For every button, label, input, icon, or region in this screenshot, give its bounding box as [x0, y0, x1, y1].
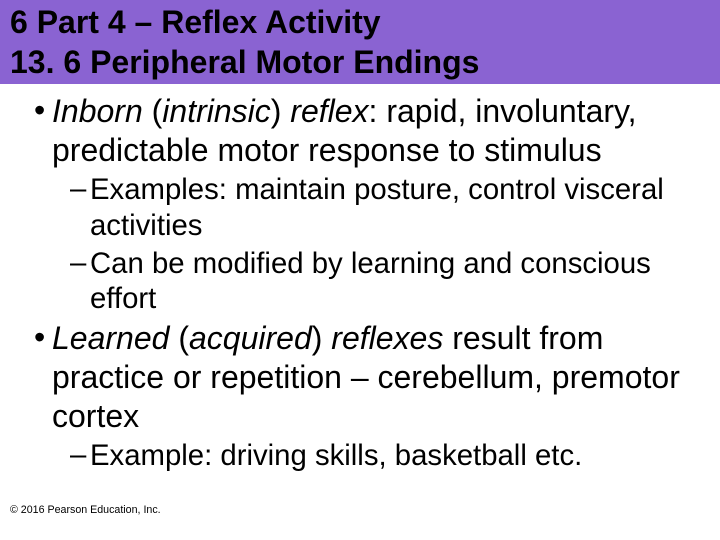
text-run: Examples: maintain posture, control visc…	[90, 173, 664, 242]
title-bar: 6 Part 4 – Reflex Activity 13. 6 Periphe…	[0, 0, 720, 84]
text-run: Example: driving skills, basketball etc.	[90, 439, 582, 472]
text-run: (	[169, 320, 189, 356]
text-run: (	[143, 93, 163, 129]
bullet-marker: –	[70, 438, 90, 472]
copyright-text: © 2016 Pearson Education, Inc.	[10, 504, 161, 516]
title-line-2: 13. 6 Peripheral Motor Endings	[10, 42, 712, 82]
text-run: reflex	[290, 93, 368, 129]
bullet-level-2: –Examples: maintain posture, control vis…	[70, 172, 702, 244]
bullet-text: Can be modified by learning and consciou…	[90, 246, 702, 318]
text-run: intrinsic	[162, 93, 270, 129]
bullet-marker: •	[34, 92, 52, 129]
content-area: •Inborn (intrinsic) reflex: rapid, invol…	[0, 84, 720, 540]
bullet-level-1: •Learned (acquired) reflexes result from…	[34, 319, 702, 436]
bullet-level-1: •Inborn (intrinsic) reflex: rapid, invol…	[34, 92, 702, 170]
bullet-text: Examples: maintain posture, control visc…	[90, 172, 702, 244]
text-run: Inborn	[52, 93, 143, 129]
bullet-level-2: –Example: driving skills, basketball etc…	[70, 438, 702, 474]
bullet-level-2: –Can be modified by learning and conscio…	[70, 246, 702, 318]
bullet-text: Learned (acquired) reflexes result from …	[52, 319, 702, 436]
bullet-text: Inborn (intrinsic) reflex: rapid, involu…	[52, 92, 702, 170]
title-line-1: 6 Part 4 – Reflex Activity	[10, 2, 712, 42]
bullet-marker: –	[70, 246, 90, 280]
text-run: Can be modified by learning and consciou…	[90, 247, 651, 316]
bullet-text: Example: driving skills, basketball etc.	[90, 438, 702, 474]
text-run: reflexes	[331, 320, 443, 356]
text-run: )	[312, 320, 332, 356]
bullet-marker: –	[70, 172, 90, 206]
text-run: Learned	[52, 320, 169, 356]
bullet-marker: •	[34, 319, 52, 356]
text-run: acquired	[189, 320, 312, 356]
text-run: )	[271, 93, 291, 129]
slide: 6 Part 4 – Reflex Activity 13. 6 Periphe…	[0, 0, 720, 540]
